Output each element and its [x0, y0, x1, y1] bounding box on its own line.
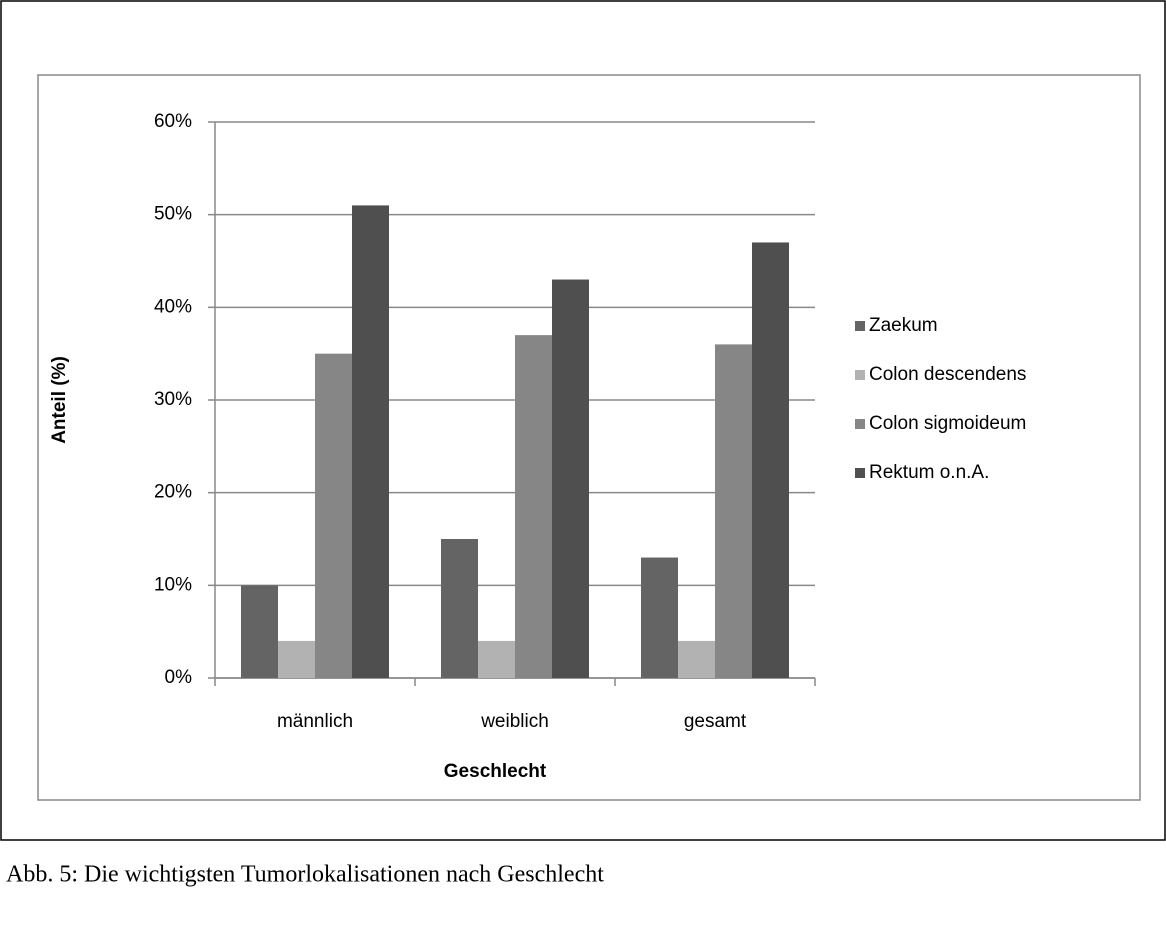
caption: Abb. 5: Die wichtigsten Tumorlokalisatio…: [6, 862, 604, 888]
bar: [241, 585, 278, 678]
bar: [478, 640, 515, 678]
bar: [552, 279, 589, 678]
legend-label: Colon sigmoideum: [869, 413, 1026, 434]
legend-swatch: [855, 419, 865, 429]
legend-label: Rektum o.n.A.: [869, 462, 989, 483]
chart-frame: [37, 74, 1141, 801]
bar: [278, 640, 315, 678]
y-tick-label: 0%: [165, 667, 193, 688]
legend-swatch: [855, 321, 865, 331]
y-tick-label: 30%: [154, 389, 192, 410]
legend-label: Zaekum: [869, 315, 938, 336]
bar: [515, 335, 552, 678]
y-axis-title: Anteil (%): [49, 356, 70, 444]
y-tick-label: 40%: [154, 296, 192, 317]
bar: [441, 539, 478, 678]
x-axis-title: Geschlecht: [444, 761, 547, 782]
legend-label: Colon descendens: [869, 364, 1026, 385]
y-tick-label: 60%: [154, 111, 192, 132]
legend-swatch: [855, 370, 865, 380]
x-tick-label: männlich: [277, 711, 353, 732]
bar: [315, 353, 352, 678]
x-tick-label: gesamt: [684, 711, 747, 732]
bar: [715, 344, 752, 678]
bar: [752, 242, 789, 678]
y-tick-label: 20%: [154, 482, 192, 503]
legend-swatch: [855, 468, 865, 478]
figure-border: [0, 0, 1166, 841]
bar: [641, 557, 678, 678]
y-tick-label: 10%: [154, 574, 192, 595]
x-tick-label: weiblich: [480, 711, 549, 732]
bar: [678, 640, 715, 678]
bar: [352, 205, 389, 678]
y-tick-label: 50%: [154, 204, 192, 225]
